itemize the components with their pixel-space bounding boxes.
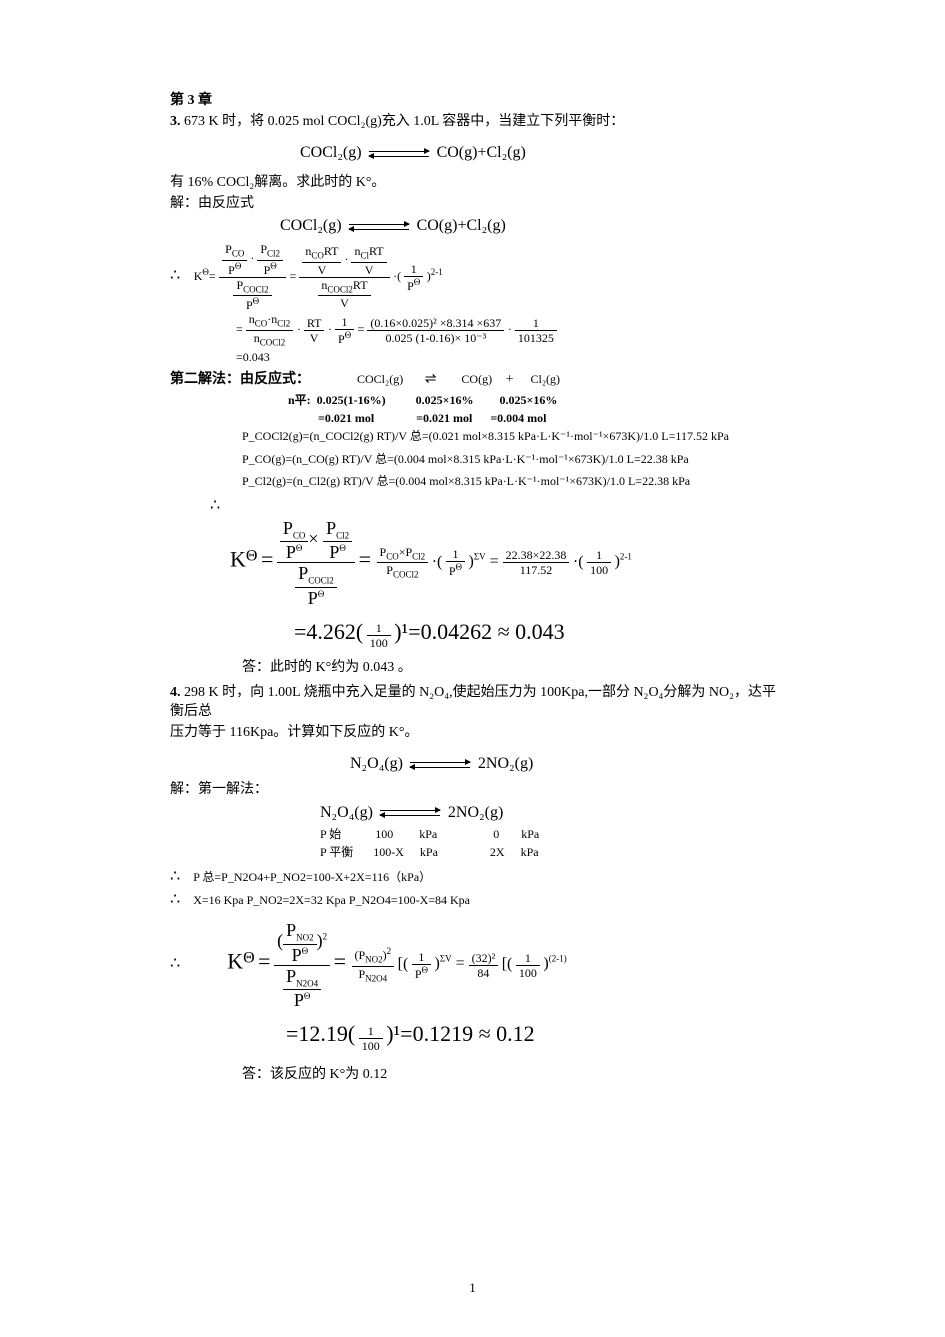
q4-big-k-line2: =12.19( 1100 )¹=0.1219 ≈ 0.12: [170, 1019, 785, 1051]
q4-p-start-row: P 始 100 kPa 0 kPa: [170, 826, 785, 842]
equilibrium-arrow-icon: [380, 806, 440, 820]
q4-reaction: N₂O₄(g) 2NO₂(g): [170, 753, 785, 775]
chapter-title: 第 3 章: [170, 92, 785, 111]
q3-m2-species-a: COCl₂(g): [357, 372, 403, 386]
q4-reaction-2: N₂O₄(g) 2NO₂(g): [170, 802, 785, 824]
q3-sol-label-text: 解：由反应式: [170, 196, 254, 211]
q3-react-left-2: COCl₂(g): [280, 217, 342, 234]
q4-p-eq-row: P 平衡 100-X kPa 2X kPa: [170, 844, 785, 860]
page: 第 3 章 3. 673 K 时，将 0.025 mol COCl₂(g)充入 …: [0, 0, 945, 1337]
q3-m2-p3: P_Cl2(g)=(n_Cl2(g) RT)/V 总=(0.004 mol×8.…: [170, 473, 785, 489]
q4-stem-text: 298 K 时，向 1.00L 烧瓶中充入足量的 N₂O₄,使起始压力为 100…: [170, 685, 776, 719]
q3-condition: 有 16% COCl₂解离。求此时的 K°。: [170, 174, 785, 193]
q3-answer: 答：此时的 K°约为 0.043 。: [170, 659, 785, 678]
q4-sol-label: 解：第一解法：: [170, 781, 785, 800]
q3-stem: 3. 673 K 时，将 0.025 mol COCl₂(g)充入 1.0L 容…: [170, 113, 785, 132]
equilibrium-arrow-icon: [410, 758, 470, 772]
q4-stem-1: 4. 298 K 时，向 1.00L 烧瓶中充入足量的 N₂O₄,使起始压力为 …: [170, 684, 785, 722]
q3-m2-n-row1: n平: 0.025(1-16%) 0.025×16% 0.025×16%: [170, 392, 785, 408]
q4-stem-2: 压力等于 116Kpa。计算如下反应的 K°。: [170, 724, 785, 743]
q4-react-left: N₂O₄(g): [350, 755, 403, 772]
q3-big-k-line2: =4.262( 1100 )¹=0.04262 ≈ 0.043: [170, 617, 785, 649]
q3-m2-species-c: Cl₂(g): [531, 372, 561, 386]
q4-line2: X=16 Kpa P_NO2=2X=32 Kpa P_N2O4=100-X=84…: [170, 889, 785, 911]
q3-method2-label-text: 第二解法：由反应式：: [170, 372, 310, 387]
q3-m2-p1: P_COCl2(g)=(n_COCl2(g) RT)/V 总=(0.021 mo…: [170, 428, 785, 444]
page-number: 1: [0, 1279, 945, 1297]
q3-big-k-line1: KΘ = PCOPΘ× PCl2PΘ PCOCl2PΘ = PCO×PCl2PC…: [170, 519, 785, 607]
equilibrium-arrow-icon: [349, 220, 409, 234]
q3-solution-label: 解：由反应式: [170, 195, 785, 214]
q4-number: 4.: [170, 685, 181, 700]
q3-m2-n-row2: =0.021 mol =0.021 mol =0.004 mol: [170, 410, 785, 426]
q3-react-left: COCl₂(g): [300, 144, 362, 161]
q3-stem-text: 673 K 时，将 0.025 mol COCl₂(g)充入 1.0L 容器中，…: [184, 114, 624, 129]
q3-reaction-repeat: COCl₂(g) CO(g)+Cl₂(g): [170, 215, 785, 237]
q3-m2-species-b: CO(g): [461, 372, 492, 386]
q4-big-k-line1: KΘ = (PNO2PΘ)2 PN2O4PΘ = (PNO2)2PN2O4 [(…: [170, 921, 785, 1009]
q3-method2-label: 第二解法：由反应式： COCl₂(g) ⇌ CO(g) + Cl₂(g): [170, 371, 785, 390]
q4-answer: 答：该反应的 K°为 0.12: [170, 1066, 785, 1085]
q3-reaction: COCl₂(g) CO(g)+Cl₂(g): [170, 142, 785, 164]
q3-k-result: =0.043: [170, 349, 785, 365]
q3-k-derivation-1: KΘ= PCOPΘ · PCl2PΘ PCOCl2PΘ = nCORTV · n…: [170, 243, 785, 311]
q3-therefore: [170, 495, 785, 517]
q4-react-right: 2NO₂(g): [478, 755, 533, 772]
therefore-icon: [170, 269, 190, 284]
q3-number: 3.: [170, 114, 181, 129]
q4-line1: P 总=P_N2O4+P_NO2=100-X+2X=116（kPa）: [170, 866, 785, 888]
q3-react-right: CO(g)+Cl₂(g): [437, 144, 526, 161]
equilibrium-arrow-icon: [369, 147, 429, 161]
q3-m2-p2: P_CO(g)=(n_CO(g) RT)/V 总=(0.004 mol×8.31…: [170, 451, 785, 467]
q3-k-derivation-2: = nCO·nCl2nCOCl2 · RTV · 1PΘ = (0.16×0.0…: [170, 313, 785, 347]
q3-react-right-2: CO(g)+Cl₂(g): [417, 217, 506, 234]
